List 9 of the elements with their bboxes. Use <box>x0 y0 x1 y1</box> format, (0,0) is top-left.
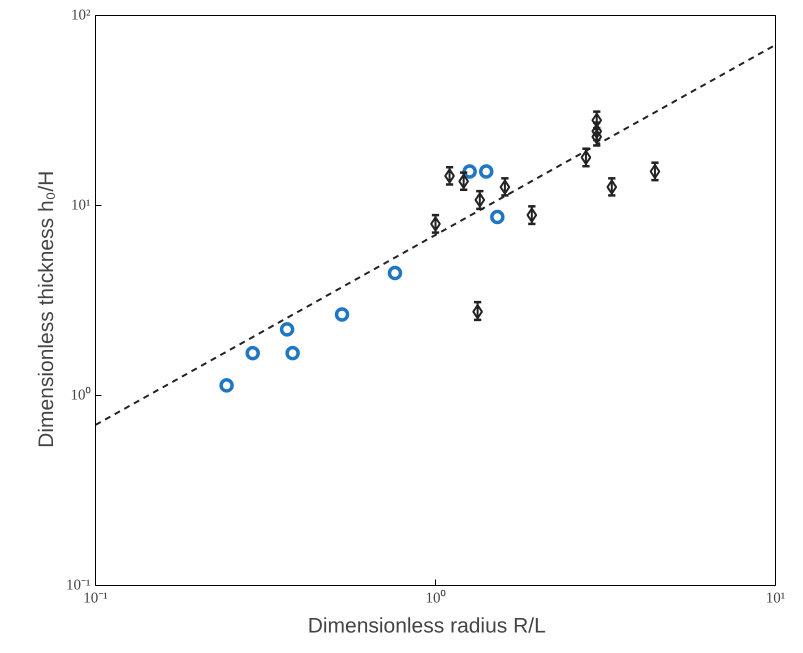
y-tick-label: 10¹ <box>71 198 91 214</box>
y-axis-title: Dimensionless thickness h₀/H <box>35 170 58 448</box>
x-tick-label: 10⁻¹ <box>83 590 108 606</box>
x-axis-title: Dimensionless radius R/L <box>308 614 546 638</box>
y-tick-label: 10² <box>71 8 92 24</box>
x-tick-label: 10⁰ <box>426 590 446 606</box>
y-tick-label: 10⁰ <box>70 386 90 404</box>
x-tick-label: 10¹ <box>766 590 786 606</box>
y-tick-label: 10⁻¹ <box>66 578 91 594</box>
